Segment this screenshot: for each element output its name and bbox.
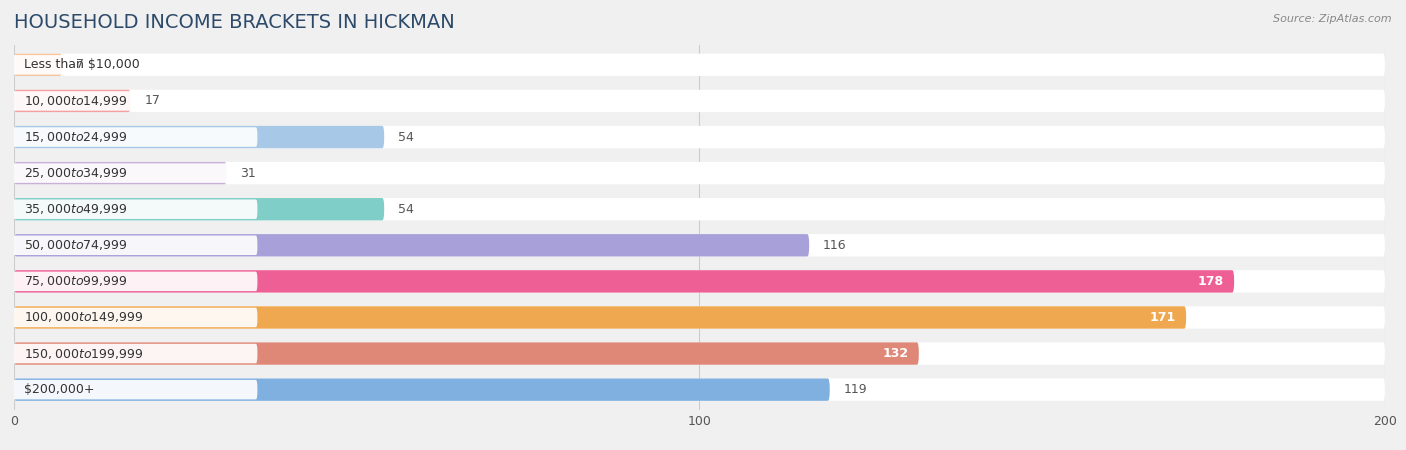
FancyBboxPatch shape [14,306,1385,328]
FancyBboxPatch shape [14,306,1187,328]
FancyBboxPatch shape [14,54,1385,76]
Text: 119: 119 [844,383,868,396]
FancyBboxPatch shape [11,235,257,255]
FancyBboxPatch shape [11,199,257,219]
FancyBboxPatch shape [14,126,384,148]
Text: 54: 54 [398,202,413,216]
FancyBboxPatch shape [11,163,257,183]
FancyBboxPatch shape [14,162,1385,184]
Text: $35,000 to $49,999: $35,000 to $49,999 [24,202,128,216]
FancyBboxPatch shape [14,270,1234,292]
Text: $150,000 to $199,999: $150,000 to $199,999 [24,346,143,360]
Text: 116: 116 [823,239,846,252]
FancyBboxPatch shape [14,342,1385,365]
Text: 132: 132 [883,347,908,360]
FancyBboxPatch shape [14,378,830,401]
FancyBboxPatch shape [11,55,257,75]
FancyBboxPatch shape [14,198,1385,220]
FancyBboxPatch shape [14,198,384,220]
FancyBboxPatch shape [14,378,1385,401]
Text: $200,000+: $200,000+ [24,383,94,396]
FancyBboxPatch shape [14,126,1385,148]
Text: $10,000 to $14,999: $10,000 to $14,999 [24,94,128,108]
Text: 54: 54 [398,130,413,144]
Text: 7: 7 [76,58,84,72]
Text: 17: 17 [145,94,160,108]
FancyBboxPatch shape [14,342,920,365]
Text: $75,000 to $99,999: $75,000 to $99,999 [24,274,128,288]
Text: Less than $10,000: Less than $10,000 [24,58,141,72]
Text: HOUSEHOLD INCOME BRACKETS IN HICKMAN: HOUSEHOLD INCOME BRACKETS IN HICKMAN [14,14,454,32]
FancyBboxPatch shape [14,54,62,76]
FancyBboxPatch shape [14,234,1385,256]
Text: 31: 31 [240,166,256,180]
FancyBboxPatch shape [14,234,810,256]
Text: $100,000 to $149,999: $100,000 to $149,999 [24,310,143,324]
Text: 178: 178 [1198,275,1223,288]
FancyBboxPatch shape [11,344,257,363]
Text: Source: ZipAtlas.com: Source: ZipAtlas.com [1274,14,1392,23]
FancyBboxPatch shape [14,270,1385,292]
FancyBboxPatch shape [14,90,1385,112]
FancyBboxPatch shape [11,127,257,147]
FancyBboxPatch shape [11,308,257,327]
Text: $50,000 to $74,999: $50,000 to $74,999 [24,238,128,252]
FancyBboxPatch shape [11,380,257,400]
FancyBboxPatch shape [14,90,131,112]
FancyBboxPatch shape [11,272,257,291]
Text: $25,000 to $34,999: $25,000 to $34,999 [24,166,128,180]
Text: $15,000 to $24,999: $15,000 to $24,999 [24,130,128,144]
Text: 171: 171 [1150,311,1175,324]
FancyBboxPatch shape [11,91,257,111]
FancyBboxPatch shape [14,162,226,184]
